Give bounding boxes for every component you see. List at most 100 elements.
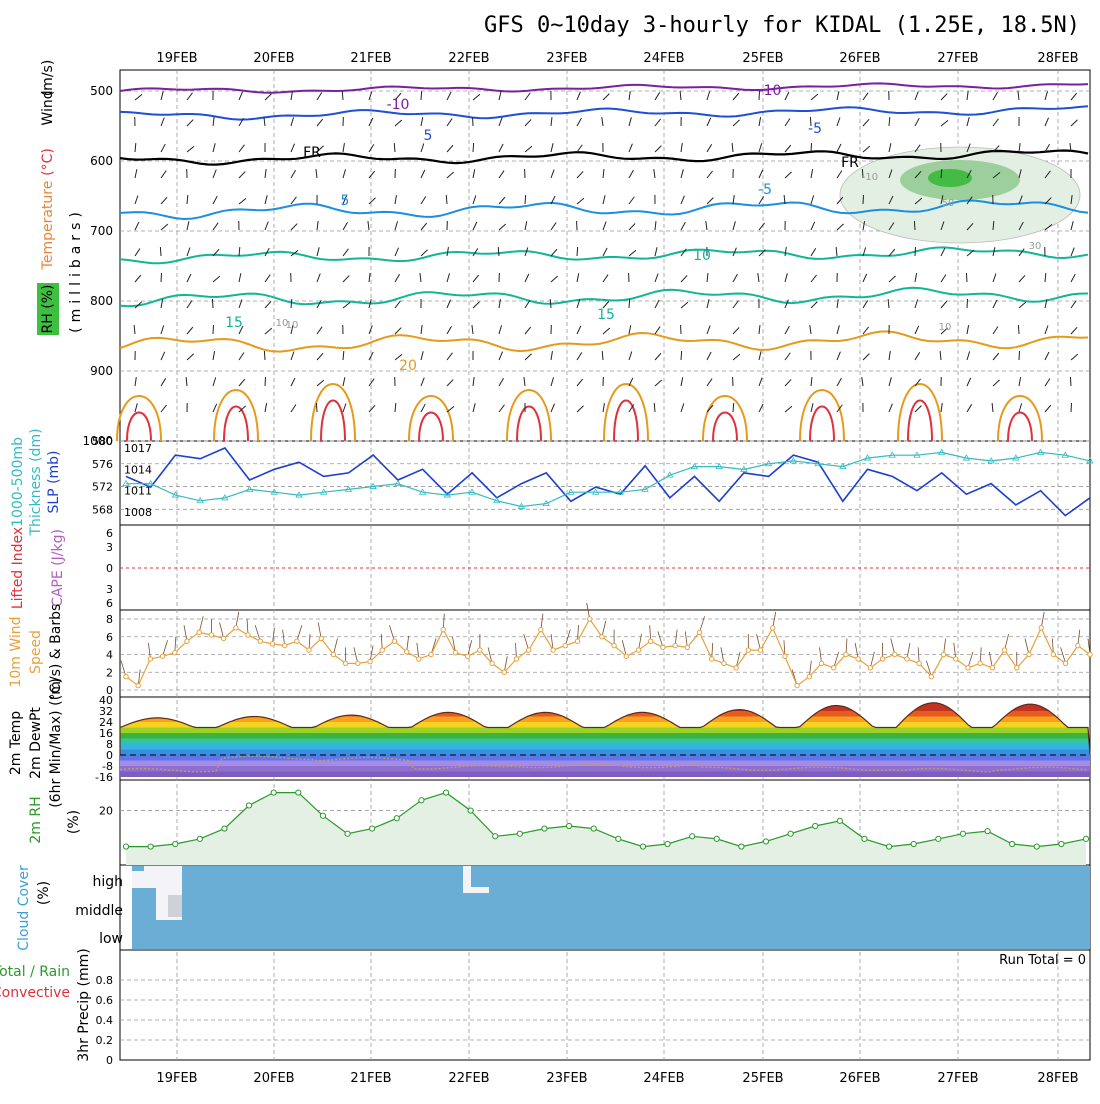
wind-barb bbox=[525, 146, 532, 152]
wind-barb bbox=[603, 222, 606, 230]
wind-barb bbox=[213, 170, 216, 178]
surface-loop-outer-0 bbox=[117, 396, 161, 441]
wind-barb bbox=[187, 274, 191, 282]
wind-barb bbox=[1045, 91, 1048, 100]
date-top-20feb: 20FEB bbox=[253, 51, 294, 66]
wind-barb bbox=[395, 195, 396, 204]
wind10-point bbox=[1076, 643, 1080, 647]
wind10-point bbox=[1088, 652, 1092, 656]
contour-label-7: -5 bbox=[758, 182, 772, 198]
wind-barb bbox=[447, 172, 454, 178]
wind-barb bbox=[1071, 403, 1072, 412]
wind-barb bbox=[915, 299, 918, 308]
wind-barb bbox=[213, 377, 216, 386]
wind-barb bbox=[759, 117, 761, 126]
wind-barb bbox=[785, 379, 791, 386]
wind-barb bbox=[135, 403, 137, 412]
wind10-point bbox=[856, 657, 860, 661]
wind-barb bbox=[291, 170, 296, 178]
wind-barb bbox=[785, 353, 790, 360]
wind-barb bbox=[758, 273, 759, 282]
wind-barb bbox=[317, 247, 319, 256]
wind-barb bbox=[187, 146, 194, 152]
wind10-point bbox=[221, 636, 225, 640]
wind10-point bbox=[124, 674, 128, 678]
wind-barb bbox=[213, 196, 217, 204]
wind-barb bbox=[941, 274, 946, 282]
wind-barb bbox=[811, 195, 814, 204]
wind-barb bbox=[343, 276, 349, 282]
wind-barb bbox=[421, 351, 423, 360]
wind-barb bbox=[707, 198, 713, 204]
wind-barb bbox=[863, 354, 869, 360]
wind-barb bbox=[473, 302, 480, 308]
wind-barb bbox=[1019, 143, 1020, 152]
contour-label-10: 15 bbox=[597, 307, 615, 323]
wind-barb bbox=[161, 352, 165, 360]
wind-barb bbox=[551, 249, 557, 256]
slp-line bbox=[126, 448, 1090, 516]
date-bottom-27feb: 27FEB bbox=[937, 1071, 978, 1086]
wind-barb bbox=[811, 275, 817, 282]
wind-barb bbox=[603, 403, 604, 412]
wind-barb bbox=[473, 94, 480, 100]
wind-barb bbox=[525, 354, 532, 360]
wind-barb bbox=[655, 247, 657, 256]
rh2m-point bbox=[886, 844, 891, 849]
precip-ytick-0: 0 bbox=[106, 1054, 113, 1067]
wind-barb bbox=[1071, 274, 1075, 282]
wind-barb bbox=[161, 118, 164, 126]
wind-barb bbox=[239, 172, 245, 178]
wind-barb bbox=[603, 94, 609, 100]
wind-barb bbox=[707, 118, 711, 126]
wind10-point bbox=[893, 652, 897, 656]
wind-barb bbox=[499, 171, 504, 178]
wind-barb bbox=[187, 248, 190, 256]
wind-barb bbox=[993, 274, 996, 282]
wind-barb bbox=[993, 92, 998, 100]
wind-barb bbox=[733, 120, 740, 126]
upper-ytick-700: 700 bbox=[90, 224, 113, 238]
wind-barb bbox=[915, 118, 919, 126]
temp2m-ytick--16: -16 bbox=[95, 771, 113, 784]
wind-barb bbox=[239, 198, 246, 204]
wind-barb bbox=[421, 223, 427, 230]
contour-label-3: -5 bbox=[808, 121, 822, 137]
wind10-point bbox=[392, 639, 396, 643]
wind-barb bbox=[707, 91, 710, 100]
contour-label-16: 30 bbox=[1029, 241, 1042, 252]
wind-barb bbox=[1045, 352, 1049, 360]
wind10-point bbox=[282, 643, 286, 647]
rh2m-point bbox=[1034, 844, 1039, 849]
contour-label-8: 10 bbox=[693, 248, 711, 264]
date-top-22feb: 22FEB bbox=[448, 51, 489, 66]
wind-barb bbox=[524, 377, 525, 386]
wind-barb bbox=[577, 92, 580, 100]
wind-barb bbox=[577, 379, 583, 386]
wind-barb bbox=[707, 379, 712, 386]
temp-band-7 bbox=[120, 744, 1090, 750]
wind-barb bbox=[629, 117, 631, 126]
wind-barb bbox=[681, 351, 682, 360]
wind-barb bbox=[186, 377, 187, 386]
wind-barb bbox=[161, 224, 168, 230]
wind-barb bbox=[966, 273, 967, 282]
wind10-point bbox=[490, 661, 494, 665]
wind-barb bbox=[368, 221, 369, 230]
contour-label-5: FR bbox=[841, 155, 859, 171]
wind10-point bbox=[612, 643, 616, 647]
wind-barb bbox=[291, 117, 294, 126]
precip-ytick-0.6: 0.6 bbox=[96, 994, 114, 1007]
wind-barb bbox=[135, 248, 140, 256]
contour-label-15: 50 bbox=[942, 198, 955, 209]
wind10-point bbox=[661, 645, 665, 649]
wind-barb bbox=[446, 195, 447, 204]
wind-barb bbox=[420, 273, 421, 282]
rh2m-point bbox=[542, 826, 547, 831]
wind-barb bbox=[993, 380, 1000, 386]
wind-barb bbox=[837, 144, 841, 152]
wind-barb bbox=[681, 222, 685, 230]
wind-barb bbox=[213, 276, 220, 282]
wind-barb bbox=[707, 273, 708, 282]
